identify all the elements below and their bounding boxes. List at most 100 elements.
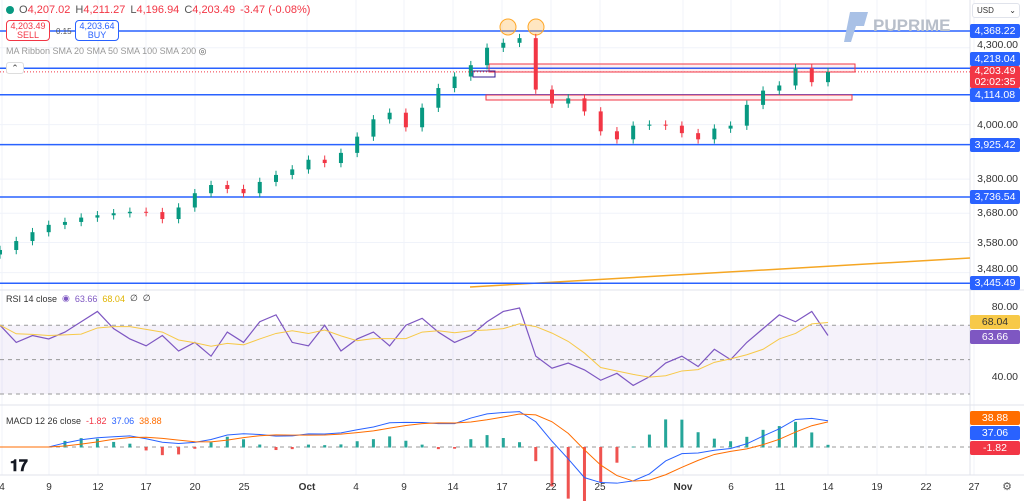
macd-histogram-bar [664, 419, 668, 448]
level-label: 3,925.42 [970, 138, 1020, 152]
current-price-label: 4,203.49 02:02:35 [970, 66, 1020, 88]
macd-histogram-bar [761, 429, 765, 448]
candle-body [95, 215, 100, 218]
sell-button[interactable]: 4,203.49 SELL [6, 20, 50, 41]
level-label: 4,114.08 [970, 88, 1020, 102]
candle-body [14, 241, 19, 250]
resistance-zone [488, 63, 856, 73]
settings-gear-icon[interactable]: ⚙ [1002, 481, 1012, 493]
candle-body [79, 217, 84, 222]
buy-button[interactable]: 4,203.64 BUY [75, 20, 119, 41]
date-label: 20 [189, 482, 201, 493]
candle-body [501, 42, 506, 48]
macd-histogram-bar [582, 447, 586, 501]
bar-countdown: 02:02:35 [974, 76, 1016, 88]
macd-signal-line [0, 413, 829, 482]
price-tick: 3,580.00 [977, 237, 1018, 249]
candle-body [387, 112, 392, 120]
date-label: 19 [871, 482, 883, 493]
candle-body [777, 85, 782, 91]
macd-signal-label: 38.88 [970, 411, 1020, 425]
macd-histogram-bar [128, 443, 132, 448]
date-label: 9 [401, 482, 407, 493]
date-label: 17 [140, 482, 152, 493]
candle-body [566, 98, 571, 104]
candle-body [257, 181, 262, 194]
candle-body [647, 124, 652, 126]
ohlc-legend: O4,207.02 H4,211.27 L4,196.94 C4,203.49 … [6, 4, 310, 16]
price-tick: 4,300.00 [977, 39, 1018, 51]
date-label: 14 [447, 482, 459, 493]
candle-body [176, 207, 181, 220]
candle-body [679, 125, 684, 134]
current-price: 4,203.49 [974, 65, 1016, 77]
macd-histogram-bar [501, 438, 505, 448]
sma-200-line [469, 257, 971, 288]
price-tick: 3,480.00 [977, 263, 1018, 275]
macd-histogram-bar [729, 441, 733, 448]
candle-body [631, 125, 636, 140]
macd-histogram-bar [550, 447, 554, 487]
ma-ribbon-legend[interactable]: MA Ribbon SMA 20 SMA 50 SMA 100 SMA 200 … [6, 46, 207, 56]
macd-histogram-bar [680, 419, 684, 448]
date-label: Nov [673, 482, 693, 493]
date-label: 22 [545, 482, 557, 493]
macd-histogram-bar [518, 442, 522, 448]
macd-histogram-bar [144, 447, 148, 451]
candle-body [793, 68, 798, 86]
rsi-tick: 40.00 [991, 371, 1018, 383]
candle-body [533, 38, 538, 90]
date-label: 12 [92, 482, 104, 493]
collapse-legend-button[interactable]: ⌃ [6, 62, 24, 74]
candle-body [582, 98, 587, 112]
macd-histogram-bar [631, 446, 635, 448]
macd-histogram-bar [79, 438, 83, 448]
support-zone [485, 94, 853, 101]
date-label: 25 [238, 482, 250, 493]
breakout-box [472, 70, 496, 78]
candle-body [306, 159, 311, 170]
macd-histogram-bar [404, 440, 408, 448]
double-top-marker [499, 18, 517, 36]
macd-histogram-bar [777, 426, 781, 448]
rsi-ma-line [0, 321, 829, 378]
macd-histogram-bar [696, 432, 700, 448]
date-label: 6 [728, 482, 734, 493]
candle-body [809, 68, 814, 83]
candle-body [517, 38, 522, 43]
candle-body [452, 76, 457, 89]
candle-body [144, 211, 149, 213]
candle-body [241, 188, 246, 194]
macd-legend: MACD 12 26 close -1.82 37.06 38.88 [6, 416, 162, 426]
macd-histogram-bar [712, 438, 716, 448]
date-label: 17 [496, 482, 508, 493]
macd-histogram-bar [95, 438, 99, 448]
candle-body [744, 104, 749, 126]
candle-body [371, 119, 376, 137]
candle-body [290, 169, 295, 175]
macd-histogram-bar [209, 442, 213, 448]
candle-body [209, 185, 214, 194]
candle-body [420, 107, 425, 128]
macd-histogram-bar [826, 444, 830, 448]
spread: 0.15 [56, 27, 72, 36]
double-top-marker [527, 18, 545, 36]
rsi-ma-label: 68.04 [970, 315, 1020, 329]
macd-histogram-bar [436, 447, 440, 450]
macd-histogram-bar [225, 436, 229, 448]
candle-body [0, 249, 2, 255]
macd-histogram-bar [323, 445, 327, 448]
candle-body [192, 193, 197, 208]
candle-body [111, 213, 116, 216]
macd-histogram-bar [112, 441, 116, 448]
macd-histogram-bar [810, 432, 814, 448]
candle-body [663, 124, 668, 126]
level-label: 3,445.49 [970, 276, 1020, 290]
level-label: 4,368.22 [970, 24, 1020, 38]
macd-histogram-bar [306, 444, 310, 448]
rsi-tick: 80.00 [991, 301, 1018, 313]
price-tick: 4,000.00 [977, 119, 1018, 131]
currency-select[interactable]: USD ⌄ [972, 3, 1020, 18]
candle-body [598, 111, 603, 132]
